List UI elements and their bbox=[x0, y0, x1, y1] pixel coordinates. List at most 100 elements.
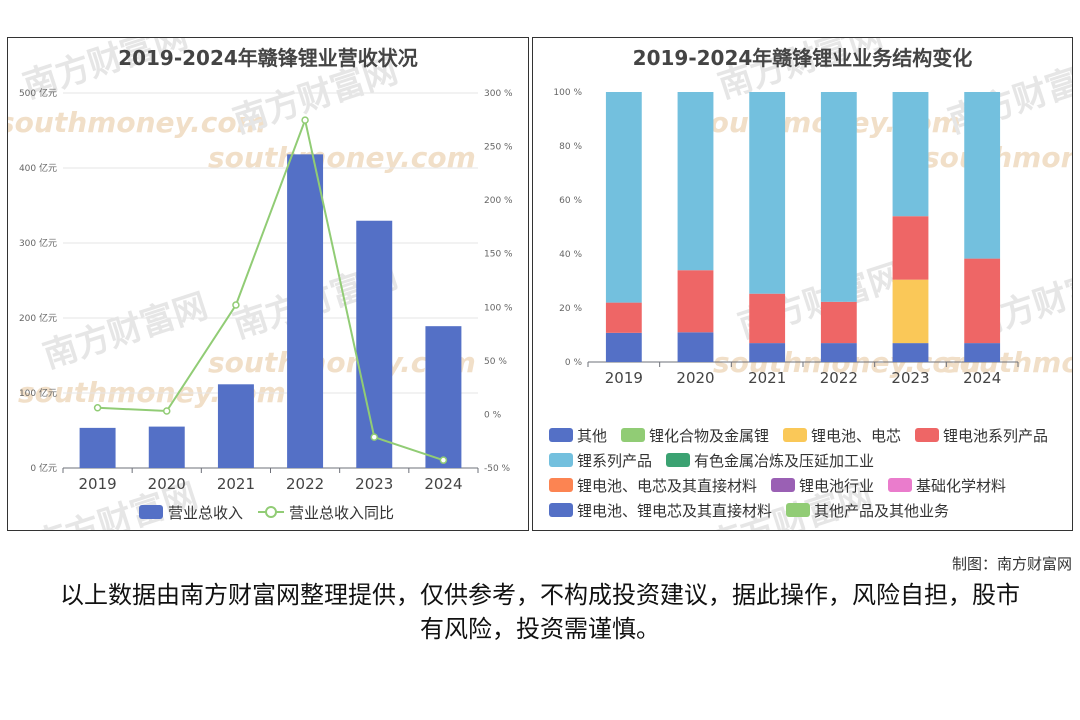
y-right-tick-label: 250 % bbox=[484, 143, 513, 153]
y-tick-label: 100 % bbox=[553, 88, 582, 98]
structure-chart-title: 2019-2024年赣锋锂业业务结构变化 bbox=[632, 46, 973, 70]
legend-label: 锂电池、电芯 bbox=[811, 427, 901, 445]
structure-bar-segment bbox=[749, 92, 786, 294]
x-tick-label: 2022 bbox=[286, 475, 324, 493]
revenue-bar bbox=[79, 427, 116, 468]
y-right-tick-label: 0 % bbox=[484, 410, 502, 420]
x-tick-label: 2021 bbox=[217, 475, 255, 493]
yoy-point bbox=[232, 301, 240, 309]
revenue-chart-title: 2019-2024年赣锋锂业营收状况 bbox=[118, 46, 418, 70]
y-tick-label: 20 % bbox=[559, 304, 582, 314]
legend-label: 锂电池、电芯及其直接材料 bbox=[577, 477, 757, 495]
yoy-point bbox=[93, 404, 102, 412]
revenue-bar bbox=[217, 384, 254, 468]
y-tick-label: 0 % bbox=[565, 358, 583, 368]
structure-bar-segment bbox=[605, 302, 642, 333]
structure-chart-panel: 南方财富网southmoney.com南方财富网southmoney.com南方… bbox=[532, 37, 1073, 531]
legend-label: 锂系列产品 bbox=[577, 452, 652, 470]
y-tick-label: 40 % bbox=[559, 250, 582, 260]
x-tick-label: 2019 bbox=[605, 369, 643, 387]
y-left-tick-label: 300 亿元 bbox=[19, 237, 57, 249]
legend-swatch bbox=[888, 478, 912, 492]
watermark-en: southmoney.com bbox=[208, 141, 476, 174]
structure-bar-segment bbox=[749, 343, 786, 362]
legend-swatch bbox=[771, 478, 795, 492]
x-tick-label: 2024 bbox=[424, 475, 462, 493]
y-tick-label: 60 % bbox=[559, 196, 582, 206]
structure-bar-segment bbox=[605, 92, 642, 303]
x-tick-label: 2020 bbox=[676, 369, 714, 387]
legend-swatch bbox=[549, 478, 573, 492]
legend-label: 其他产品及其他业务 bbox=[814, 502, 949, 520]
revenue-chart: 南方财富网southmoney.com南方财富网southmoney.com南方… bbox=[8, 38, 513, 530]
structure-bar-segment bbox=[892, 216, 929, 280]
disclaimer-text: 以上数据由南方财富网整理提供，仅供参考，不构成投资建议，据此操作，风险自担，股市… bbox=[60, 581, 1020, 643]
structure-chart: 南方财富网southmoney.com南方财富网southmoney.com南方… bbox=[549, 38, 1072, 530]
x-tick-label: 2023 bbox=[355, 475, 393, 493]
yoy-point bbox=[439, 456, 448, 464]
yoy-point bbox=[370, 433, 378, 441]
legend-swatch bbox=[783, 428, 807, 442]
legend-label: 营业总收入 bbox=[168, 504, 243, 522]
x-tick-label: 2022 bbox=[820, 369, 858, 387]
y-right-tick-label: -50 % bbox=[484, 464, 511, 474]
legend-swatch bbox=[786, 503, 810, 517]
watermark-en: southmoney.com bbox=[8, 106, 266, 139]
x-tick-label: 2023 bbox=[891, 369, 929, 387]
y-left-tick-label: 100 亿元 bbox=[19, 387, 57, 399]
structure-bar-segment bbox=[892, 92, 929, 217]
legend-swatch bbox=[666, 453, 690, 467]
legend-label: 营业总收入同比 bbox=[289, 504, 394, 522]
legend-label: 有色金属冶炼及压延加工业 bbox=[694, 452, 874, 470]
legend-swatch bbox=[549, 428, 573, 442]
x-tick-label: 2024 bbox=[963, 369, 1001, 387]
y-left-tick-label: 400 亿元 bbox=[19, 162, 57, 174]
legend-swatch bbox=[549, 503, 573, 517]
structure-bar-segment bbox=[605, 332, 642, 362]
structure-bar-segment bbox=[892, 343, 929, 362]
revenue-bar bbox=[287, 154, 324, 468]
legend-label: 锂电池行业 bbox=[799, 477, 874, 495]
y-left-tick-label: 200 亿元 bbox=[19, 312, 57, 324]
y-left-tick-label: 500 亿元 bbox=[19, 87, 57, 99]
legend-swatch bbox=[915, 428, 939, 442]
structure-bar-segment bbox=[677, 270, 714, 333]
yoy-point bbox=[163, 407, 171, 415]
revenue-bar bbox=[148, 426, 185, 468]
y-right-tick-label: 200 % bbox=[484, 196, 513, 206]
x-tick-label: 2021 bbox=[748, 369, 786, 387]
structure-bar-segment bbox=[820, 92, 857, 302]
legend-swatch-yoy-marker bbox=[265, 506, 277, 518]
y-left-tick-label: 0 亿元 bbox=[30, 462, 57, 474]
structure-bar-segment bbox=[964, 258, 1001, 344]
legend-swatch bbox=[549, 453, 573, 467]
structure-bar-segment bbox=[964, 343, 1001, 362]
legend-label: 锂化合物及金属锂 bbox=[649, 427, 769, 445]
structure-bar-segment bbox=[677, 332, 714, 362]
watermark-cn: 南方财富网 bbox=[38, 286, 212, 377]
y-right-tick-label: 150 % bbox=[484, 250, 513, 260]
yoy-point bbox=[301, 116, 309, 124]
legend-label: 基础化学材料 bbox=[916, 477, 1006, 495]
y-right-tick-label: 100 % bbox=[484, 303, 513, 313]
legend-label: 锂电池、锂电芯及其直接材料 bbox=[577, 502, 772, 520]
x-tick-label: 2020 bbox=[148, 475, 186, 493]
structure-bar-segment bbox=[820, 301, 857, 344]
structure-bar-segment bbox=[892, 279, 929, 344]
structure-bar-segment bbox=[749, 293, 786, 344]
y-right-tick-label: 300 % bbox=[484, 89, 513, 99]
legend-swatch-revenue bbox=[139, 505, 163, 519]
legend-label: 其他 bbox=[577, 427, 607, 445]
y-tick-label: 80 % bbox=[559, 142, 582, 152]
revenue-bar bbox=[425, 326, 462, 468]
yoy-line bbox=[97, 116, 444, 462]
chart-credit: 制图：南方财富网 bbox=[951, 555, 1072, 573]
y-right-tick-label: 50 % bbox=[484, 357, 507, 367]
legend-label: 锂电池系列产品 bbox=[943, 427, 1048, 445]
structure-bar-segment bbox=[677, 92, 714, 271]
revenue-bar bbox=[356, 220, 393, 468]
structure-bar-segment bbox=[820, 343, 857, 362]
x-tick-label: 2019 bbox=[78, 475, 116, 493]
legend-swatch bbox=[621, 428, 645, 442]
revenue-chart-panel: 南方财富网 southmoney.com 南方财富网 southmoney.com 南方… bbox=[7, 37, 529, 531]
